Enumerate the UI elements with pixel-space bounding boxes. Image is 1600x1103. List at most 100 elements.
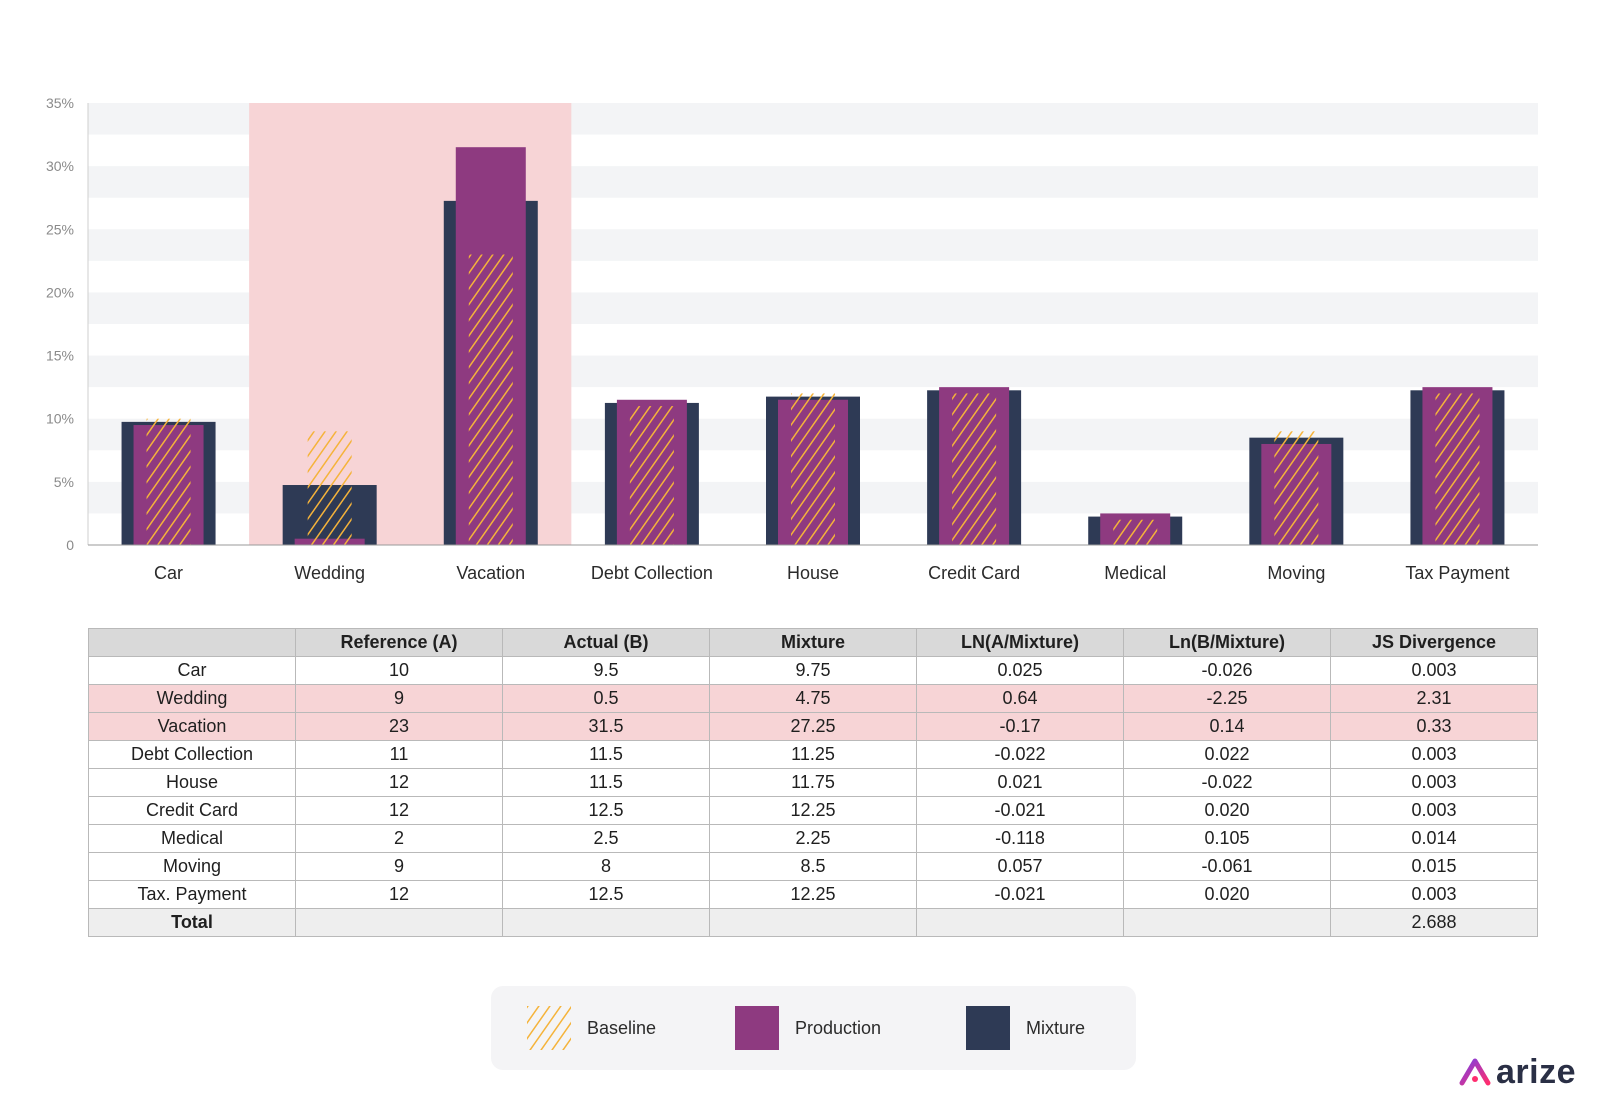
x-tick-label-vacation: Vacation [456,563,525,583]
table-cell: 0.022 [1123,740,1331,769]
table-header-cell: Actual (B) [502,628,710,657]
table-cell: 0.025 [916,656,1124,685]
table-cell: Debt Collection [88,740,296,769]
table-cell: -0.17 [916,712,1124,741]
x-tick-label-credit-card: Credit Card [928,563,1020,583]
table-cell: -0.022 [1123,768,1331,797]
y-tick-label: 30% [46,158,74,174]
table-cell: -0.061 [1123,852,1331,881]
table-cell [502,908,710,937]
bar-baseline-car [146,418,191,545]
table-cell: 8 [502,852,710,881]
x-tick-label-car: Car [154,563,183,583]
table-cell: 2.5 [502,824,710,853]
mixture-swatch [966,1006,1010,1050]
table-header-cell: Mixture [709,628,917,657]
table-cell: 11.5 [502,740,710,769]
table-cell: 4.75 [709,684,917,713]
bar-baseline-debt-collection [629,406,674,545]
table-cell: 0.020 [1123,796,1331,825]
table-header-cell: Ln(B/Mixture) [1123,628,1331,657]
bar-chart: 0 5% 10% 15% 20% 25% 30% 35% Car Wedding Vacation… [46,95,1538,583]
legend-item-production: Production [735,1006,881,1050]
table-row: Moving 9 8 8.5 0.057 -0.061 0.015 [88,852,1538,881]
x-tick-label-wedding: Wedding [294,563,365,583]
table-cell: 12 [295,796,503,825]
arize-logo-icon [1459,1058,1491,1086]
table-cell: 10 [295,656,503,685]
table-row: House 12 11.5 11.75 0.021 -0.022 0.003 [88,768,1538,797]
table-cell: 2.25 [709,824,917,853]
production-swatch [735,1006,779,1050]
table-header-row: Reference (A) Actual (B) Mixture LN(A/Mixtu… [88,628,1538,657]
table-cell: -0.118 [916,824,1124,853]
table-cell: 2.31 [1330,684,1538,713]
table-cell: 0.5 [502,684,710,713]
table-cell: 8.5 [709,852,917,881]
y-tick-label: 35% [46,95,74,111]
table-cell [295,908,503,937]
table-cell: Vacation [88,712,296,741]
bar-baseline-vacation [468,254,513,546]
table-row: Vacation 23 31.5 27.25 -0.17 0.14 0.33 [88,712,1538,741]
table-cell: Medical [88,824,296,853]
bar-baseline-tax-payment [1435,393,1480,545]
table-cell: Total [88,908,296,937]
table-cell: 0.057 [916,852,1124,881]
chart-legend: Baseline Production Mixture [491,986,1136,1070]
table-cell: 27.25 [709,712,917,741]
table-cell: 2.688 [1330,908,1538,937]
legend-label-production: Production [795,1017,882,1038]
bar-baseline-wedding [307,431,352,545]
bar-baseline-moving [1274,431,1319,545]
table-cell: 12.25 [709,796,917,825]
bar-baseline-credit-card [952,393,997,545]
table-cell [709,908,917,937]
table-cell: 0.003 [1330,796,1538,825]
table-cell: 11.75 [709,768,917,797]
table-cell: -0.021 [916,796,1124,825]
table-cell: Car [88,656,296,685]
table-cell: 9.75 [709,656,917,685]
table-header-cell: Reference (A) [295,628,503,657]
table-cell: 0.014 [1330,824,1538,853]
table-cell: 31.5 [502,712,710,741]
table-cell [916,908,1124,937]
table-cell: 0.003 [1330,880,1538,909]
x-tick-label-debt-collection: Debt Collection [591,563,713,583]
y-tick-label: 0 [66,537,74,553]
hatch-icon [527,1006,571,1050]
table-header-cell [88,628,296,657]
y-tick-label: 25% [46,221,74,237]
table-cell: House [88,768,296,797]
table-row: Debt Collection 11 11.5 11.25 -0.022 0.022 0.0… [88,740,1538,769]
table-cell: 2 [295,824,503,853]
table-cell: -0.026 [1123,656,1331,685]
legend-label-baseline: Baseline [587,1017,657,1038]
arize-logo: arize [1458,1052,1576,1092]
table-cell: Tax. Payment [88,880,296,909]
table-cell [1123,908,1331,937]
table-row: Wedding 9 0.5 4.75 0.64 -2.25 2.31 [88,684,1538,713]
table-cell: 0.33 [1330,712,1538,741]
table-row: Medical 2 2.5 2.25 -0.118 0.105 0.014 [88,824,1538,853]
legend-label-mixture: Mixture [1026,1017,1086,1038]
table-cell: -0.022 [916,740,1124,769]
table-cell: 0.020 [1123,880,1331,909]
table-row: Car 10 9.5 9.75 0.025 -0.026 0.003 [88,656,1538,685]
table-cell: 9 [295,852,503,881]
table-header-cell: LN(A/Mixture) [916,628,1124,657]
table-cell: 0.015 [1330,852,1538,881]
table-cell: 0.021 [916,768,1124,797]
table-cell: 0.14 [1123,712,1331,741]
table-cell: -2.25 [1123,684,1331,713]
table-header-cell: JS Divergence [1330,628,1538,657]
table-cell: 11.25 [709,740,917,769]
x-tick-label-moving: Moving [1267,563,1325,583]
table-cell: 12 [295,768,503,797]
y-tick-label: 10% [46,411,74,427]
table-cell: 11 [295,740,503,769]
y-tick-label: 15% [46,348,74,364]
table-cell: 0.64 [916,684,1124,713]
table-cell: 11.5 [502,768,710,797]
